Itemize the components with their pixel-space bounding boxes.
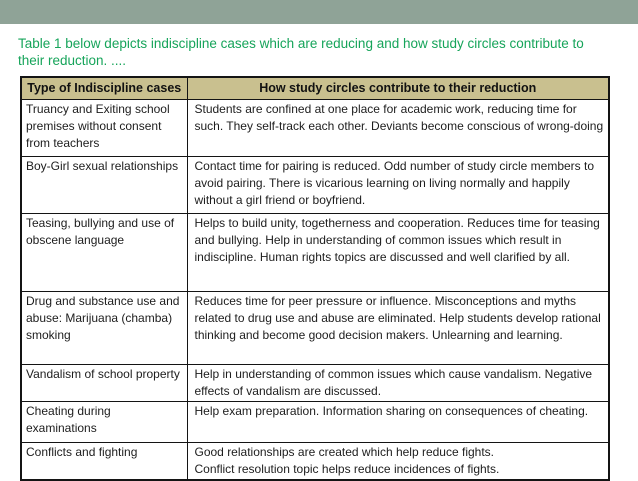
case-cell: Vandalism of school property [20,364,188,402]
table-row: Boy-Girl sexual relationships Contact ti… [20,156,610,214]
case-cell: Boy-Girl sexual relationships [20,156,188,214]
top-accent-bar [0,0,638,24]
contribution-cell: Help exam preparation. Information shari… [186,401,610,443]
contribution-cell: Helps to build unity, togetherness and c… [186,213,610,292]
header-cell-type-of-cases: Type of Indiscipline cases [20,76,188,100]
table-row: Conflicts and fighting Good relationship… [20,442,610,481]
case-cell: Drug and substance use and abuse: Mariju… [20,291,188,365]
table-caption: Table 1 below depicts indiscipline cases… [18,36,584,68]
table-row: Cheating during examinations Help exam p… [20,401,610,443]
table-row: Drug and substance use and abuse: Mariju… [20,291,610,365]
case-cell: Cheating during examinations [20,401,188,443]
header-cell-contribution: How study circles contribute to their re… [186,76,610,100]
contribution-cell: Good relationships are created which hel… [186,442,610,481]
case-cell: Truancy and Exiting school premises with… [20,99,188,157]
contribution-cell: Students are confined at one place for a… [186,99,610,157]
case-cell: Conflicts and fighting [20,442,188,481]
contribution-cell: Help in understanding of common issues w… [186,364,610,402]
table-row: Truancy and Exiting school premises with… [20,99,610,157]
contribution-cell: Reduces time for peer pressure or influe… [186,291,610,365]
table-header-row: Type of Indiscipline cases How study cir… [20,76,610,100]
table-row: Vandalism of school property Help in und… [20,364,610,402]
table-row: Teasing, bullying and use of obscene lan… [20,213,610,292]
contribution-cell: Contact time for pairing is reduced. Odd… [186,156,610,214]
case-cell: Teasing, bullying and use of obscene lan… [20,213,188,292]
indiscipline-table: Type of Indiscipline cases How study cir… [20,76,610,481]
